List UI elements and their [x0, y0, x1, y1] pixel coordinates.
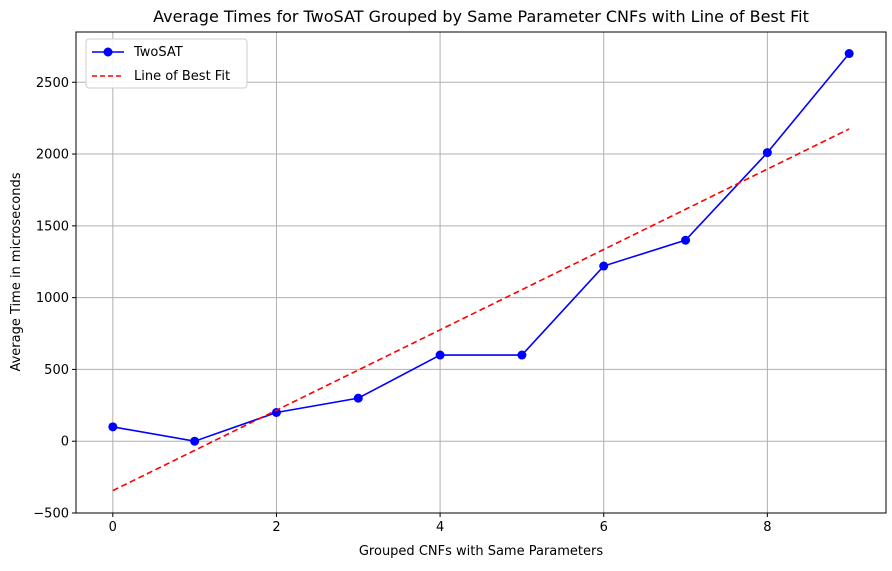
grid-lines	[76, 32, 886, 514]
chart-title: Average Times for TwoSAT Grouped by Same…	[153, 7, 809, 26]
legend-box	[85, 38, 248, 89]
y-tick-label: 500	[44, 363, 69, 378]
twosat-data-point	[762, 148, 772, 158]
y-tick-label: 1500	[36, 219, 69, 234]
axis-ticks: 0 2 4 6 8 −500 0 500 1000 1500 2000 2500	[33, 76, 771, 535]
y-tick-label: 2500	[36, 76, 69, 91]
plot-area	[108, 49, 854, 492]
x-tick-label: 0	[109, 520, 117, 535]
x-tick-label: 2	[272, 520, 280, 535]
legend-label-best-fit: Line of Best Fit	[134, 69, 230, 84]
twosat-data-point	[517, 350, 527, 360]
twosat-data-point	[190, 436, 200, 446]
twosat-data-point	[681, 235, 691, 245]
x-tick-label: 8	[763, 520, 771, 535]
legend-label-twosat: TwoSAT	[133, 45, 183, 60]
y-tick-label: −500	[33, 507, 69, 522]
twosat-series-line	[112, 53, 850, 443]
twosat-data-point	[435, 350, 445, 360]
x-tick-label: 6	[600, 520, 608, 535]
legend-twosat-marker	[103, 47, 113, 57]
y-tick-label: 0	[61, 435, 69, 450]
plot-frame	[75, 31, 887, 514]
x-tick-label: 4	[436, 520, 444, 535]
y-axis-title: Average Time in microseconds	[9, 172, 24, 371]
best-fit-line	[112, 128, 850, 492]
y-tick-label: 2000	[36, 148, 69, 163]
twosat-data-point	[271, 407, 281, 417]
x-axis-title: Grouped CNFs with Same Parameters	[359, 544, 604, 559]
twosat-data-point	[108, 422, 118, 432]
twosat-data-point	[844, 49, 854, 59]
twosat-data-point	[599, 261, 609, 271]
legend: TwoSAT Line of Best Fit	[85, 38, 248, 89]
y-tick-label: 1000	[36, 291, 69, 306]
twosat-data-point	[353, 393, 363, 403]
